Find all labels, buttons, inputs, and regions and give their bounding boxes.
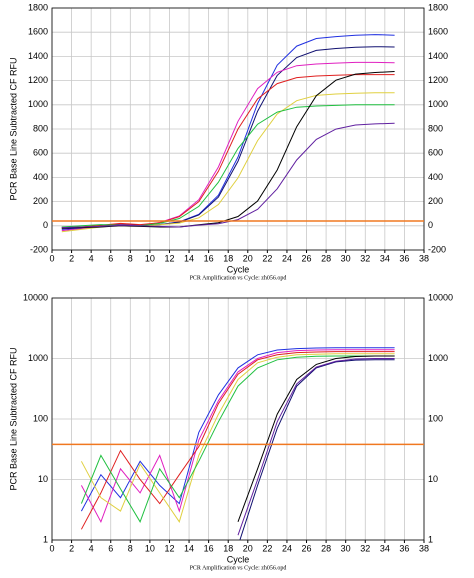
y2-tick-label: 800	[428, 123, 443, 133]
curve	[80, 355, 395, 523]
y-tick-label: 1400	[28, 51, 48, 61]
x-tick-label: 34	[380, 543, 390, 553]
x-tick-label: 38	[419, 253, 429, 263]
x-tick-label: 14	[184, 543, 194, 553]
plot: 0 2 4 6 8 10 12 14 16 18 20 22 24 26 28 30 32 34 36 38-200-…	[8, 2, 448, 281]
x-tick-label: 18	[223, 253, 233, 263]
x-tick-label: 2	[69, 253, 74, 263]
y-tick-label: -200	[30, 244, 48, 254]
x-tick-label: 24	[282, 253, 292, 263]
y-tick-label: 1600	[28, 27, 48, 37]
x-tick-label: 20	[243, 253, 253, 263]
x-tick-label: 0	[49, 253, 54, 263]
x-tick-label: 18	[223, 543, 233, 553]
x-tick-label: 22	[262, 543, 272, 553]
x-tick-label: 6	[108, 253, 113, 263]
x-tick-label: 28	[321, 253, 331, 263]
y2-tick-label: 400	[428, 172, 443, 182]
x-tick-label: 30	[341, 543, 351, 553]
x-axis-label: Cycle	[227, 264, 250, 274]
y2-tick-label: 1600	[428, 27, 448, 37]
curve	[237, 358, 395, 536]
y-tick-label: 200	[33, 196, 48, 206]
y2-tick-label: 1200	[428, 75, 448, 85]
x-tick-label: 8	[128, 253, 133, 263]
y-tick-label: 800	[33, 123, 48, 133]
x-tick-label: 6	[108, 543, 113, 553]
x-tick-label: 36	[399, 253, 409, 263]
x-tick-label: 14	[184, 253, 194, 263]
series-group	[80, 347, 395, 540]
x-tick-label: 8	[128, 543, 133, 553]
curve	[80, 351, 395, 530]
y2-tick-label: 1	[428, 534, 433, 544]
y2-tick-label: 200	[428, 196, 443, 206]
x-tick-label: 12	[164, 253, 174, 263]
curve	[237, 355, 395, 522]
y2-tick-label: 600	[428, 148, 443, 158]
subtitle: PCR Amplification vs Cycle: zh056.opd	[190, 564, 287, 571]
x-tick-label: 12	[164, 543, 174, 553]
x-tick-label: 34	[380, 253, 390, 263]
y-axis-label: PCR Base Line Subtracted CF RFU	[8, 57, 18, 200]
curve	[61, 74, 395, 229]
y2-tick-label: 1800	[428, 2, 448, 12]
y-tick-label: 400	[33, 172, 48, 182]
y-tick-label: 1000	[28, 353, 48, 363]
plot-border	[51, 7, 425, 251]
curve	[239, 359, 395, 540]
y-tick-label: 0	[43, 220, 48, 230]
x-tick-label: 20	[243, 543, 253, 553]
curve	[80, 349, 395, 524]
x-tick-label: 4	[89, 543, 94, 553]
y2-tick-label: 0	[428, 220, 433, 230]
x-tick-label: 38	[419, 543, 429, 553]
y2-tick-label: 1000	[428, 353, 448, 363]
curve	[80, 353, 395, 523]
x-tick-label: 26	[302, 253, 312, 263]
x-axis-label: Cycle	[227, 554, 250, 564]
curve	[61, 71, 395, 229]
y-tick-label: 10000	[23, 292, 48, 302]
plot: 0 2 4 6 8 10 12 14 16 18 20 22 24 26 28 30 32 34 36 381 110 1…	[8, 292, 453, 571]
y-tick-label: 600	[33, 148, 48, 158]
y2-tick-label: 10	[428, 474, 438, 484]
y2-tick-label: 10000	[428, 292, 453, 302]
y-tick-label: 100	[33, 413, 48, 423]
y-axis-label: PCR Base Line Subtracted CF RFU	[8, 347, 18, 490]
y-tick-label: 10	[38, 474, 48, 484]
x-tick-label: 32	[360, 253, 370, 263]
subtitle: PCR Amplification vs Cycle: zh056.opd	[190, 274, 287, 281]
x-tick-label: 2	[69, 543, 74, 553]
y-tick-label: 1800	[28, 2, 48, 12]
x-tick-label: 28	[321, 543, 331, 553]
x-tick-label: 16	[204, 253, 214, 263]
y2-tick-label: -200	[428, 244, 446, 254]
x-tick-label: 30	[341, 253, 351, 263]
x-tick-label: 36	[399, 543, 409, 553]
x-tick-label: 10	[145, 543, 155, 553]
x-tick-label: 4	[89, 253, 94, 263]
curve	[80, 347, 395, 512]
curve	[61, 46, 395, 229]
x-tick-label: 32	[360, 543, 370, 553]
x-tick-label: 10	[145, 253, 155, 263]
x-tick-label: 0	[49, 543, 54, 553]
x-tick-label: 26	[302, 543, 312, 553]
x-tick-label: 16	[204, 543, 214, 553]
x-tick-label: 24	[282, 543, 292, 553]
y2-tick-label: 1400	[428, 51, 448, 61]
y-tick-label: 1200	[28, 75, 48, 85]
y2-tick-label: 1000	[428, 99, 448, 109]
y2-tick-label: 100	[428, 413, 443, 423]
y-tick-label: 1000	[28, 99, 48, 109]
x-tick-label: 22	[262, 253, 272, 263]
y-tick-label: 1	[43, 534, 48, 544]
plot-border	[51, 297, 425, 541]
